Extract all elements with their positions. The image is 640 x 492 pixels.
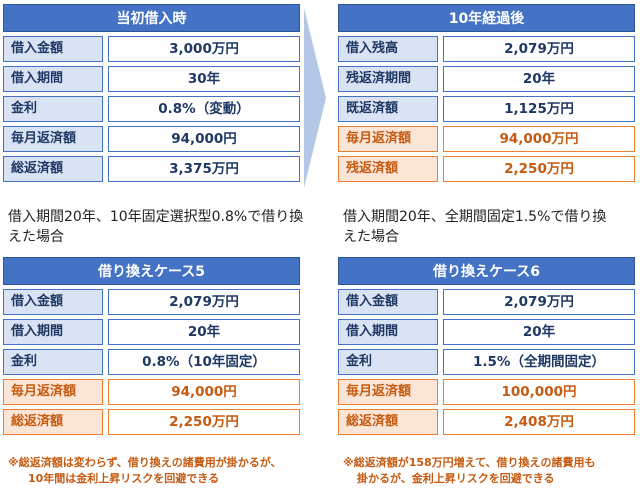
row-label: 借入金額	[3, 289, 103, 315]
row-label: 借入金額	[3, 36, 103, 62]
case5-row-amount: 借入金額 2,079万円	[3, 289, 300, 315]
after10-row-balance: 借入残高 2,079万円	[338, 36, 635, 62]
row-label: 金利	[3, 96, 103, 122]
initial-row-term: 借入期間 30年	[3, 66, 300, 92]
case6-row-monthly: 毎月返済額 100,000円	[338, 379, 635, 405]
row-label: 毎月返済額	[338, 379, 438, 405]
row-label: 総返済額	[338, 409, 438, 435]
case6-note-line2: 掛かるが、金利上昇リスクを回避できる	[357, 472, 555, 485]
row-value: 20年	[443, 66, 635, 92]
initial-row-amount: 借入金額 3,000万円	[3, 36, 300, 62]
case5-row-monthly: 毎月返済額 94,000円	[3, 379, 300, 405]
row-value: 94,000万円	[443, 126, 635, 152]
after10-row-monthly: 毎月返済額 94,000万円	[338, 126, 635, 152]
row-value: 2,250万円	[443, 156, 635, 182]
case5-panel: 借り換えケース5 借入金額 2,079万円 借入期間 20年 金利 0.8%（1…	[3, 257, 300, 435]
case6-row-rate: 金利 1.5%（全期間固定）	[338, 349, 635, 375]
case6-note: ※総返済額が158万円増えて、借り換えの諸費用も 掛かるが、金利上昇リスクを回避…	[343, 455, 638, 487]
case5-row-total: 総返済額 2,250万円	[3, 409, 300, 435]
row-label: 毎月返済額	[338, 126, 438, 152]
row-value: 1,125万円	[443, 96, 635, 122]
case5-panel-title: 借り換えケース5	[3, 257, 300, 285]
row-value: 94,000円	[108, 126, 300, 152]
row-label: 総返済額	[3, 409, 103, 435]
row-label: 借入期間	[3, 319, 103, 345]
after10-row-remaining-term: 残返済期間 20年	[338, 66, 635, 92]
case5-note: ※総返済額は変わらず、借り換えの諸費用が掛かるが、 10年間は金利上昇リスクを回…	[8, 455, 308, 487]
row-value: 100,000円	[443, 379, 635, 405]
case6-panel-title: 借り換えケース6	[338, 257, 635, 285]
case5-row-term: 借入期間 20年	[3, 319, 300, 345]
case6-panel: 借り換えケース6 借入金額 2,079万円 借入期間 20年 金利 1.5%（全…	[338, 257, 635, 435]
row-value: 0.8%（変動）	[108, 96, 300, 122]
case5-row-rate: 金利 0.8%（10年固定）	[3, 349, 300, 375]
row-value: 2,079万円	[443, 36, 635, 62]
initial-panel: 当初借入時 借入金額 3,000万円 借入期間 30年 金利 0.8%（変動） …	[3, 4, 300, 182]
row-value: 2,250万円	[108, 409, 300, 435]
row-value: 0.8%（10年固定）	[108, 349, 300, 375]
row-value: 2,079万円	[108, 289, 300, 315]
row-label: 総返済額	[3, 156, 103, 182]
row-value: 94,000円	[108, 379, 300, 405]
initial-row-monthly: 毎月返済額 94,000円	[3, 126, 300, 152]
row-label: 借入残高	[338, 36, 438, 62]
initial-row-total: 総返済額 3,375万円	[3, 156, 300, 182]
initial-panel-title: 当初借入時	[3, 4, 300, 32]
case6-row-amount: 借入金額 2,079万円	[338, 289, 635, 315]
row-value: 1.5%（全期間固定）	[443, 349, 635, 375]
row-value: 2,079万円	[443, 289, 635, 315]
row-value: 30年	[108, 66, 300, 92]
case5-note-line1: ※総返済額は変わらず、借り換えの諸費用が掛かるが、	[8, 456, 282, 469]
row-label: 毎月返済額	[3, 126, 103, 152]
case6-note-line1: ※総返済額が158万円増えて、借り換えの諸費用も	[343, 456, 596, 469]
row-value: 3,000万円	[108, 36, 300, 62]
row-value: 2,408万円	[443, 409, 635, 435]
after10-panel: 10年経過後 借入残高 2,079万円 残返済期間 20年 既返済額 1,125…	[338, 4, 635, 182]
initial-row-rate: 金利 0.8%（変動）	[3, 96, 300, 122]
row-label: 金利	[3, 349, 103, 375]
row-label: 残返済期間	[338, 66, 438, 92]
after10-panel-title: 10年経過後	[338, 4, 635, 32]
case6-row-total: 総返済額 2,408万円	[338, 409, 635, 435]
case6-caption: 借入期間20年、全期間固定1.5%で借り換えた場合	[343, 209, 607, 245]
case5-note-line2: 10年間は金利上昇リスクを回避できる	[28, 472, 220, 485]
row-value: 20年	[108, 319, 300, 345]
row-label: 借入金額	[338, 289, 438, 315]
row-label: 借入期間	[338, 319, 438, 345]
row-value: 3,375万円	[108, 156, 300, 182]
after10-row-paid: 既返済額 1,125万円	[338, 96, 635, 122]
row-label: 金利	[338, 349, 438, 375]
row-label: 借入期間	[3, 66, 103, 92]
row-label: 既返済額	[338, 96, 438, 122]
row-label: 残返済額	[338, 156, 438, 182]
row-value: 20年	[443, 319, 635, 345]
after10-row-remaining-total: 残返済額 2,250万円	[338, 156, 635, 182]
case5-caption: 借入期間20年、10年固定選択型0.8%で借り換えた場合	[8, 209, 304, 245]
right-arrow-icon	[304, 8, 326, 188]
case6-row-term: 借入期間 20年	[338, 319, 635, 345]
row-label: 毎月返済額	[3, 379, 103, 405]
